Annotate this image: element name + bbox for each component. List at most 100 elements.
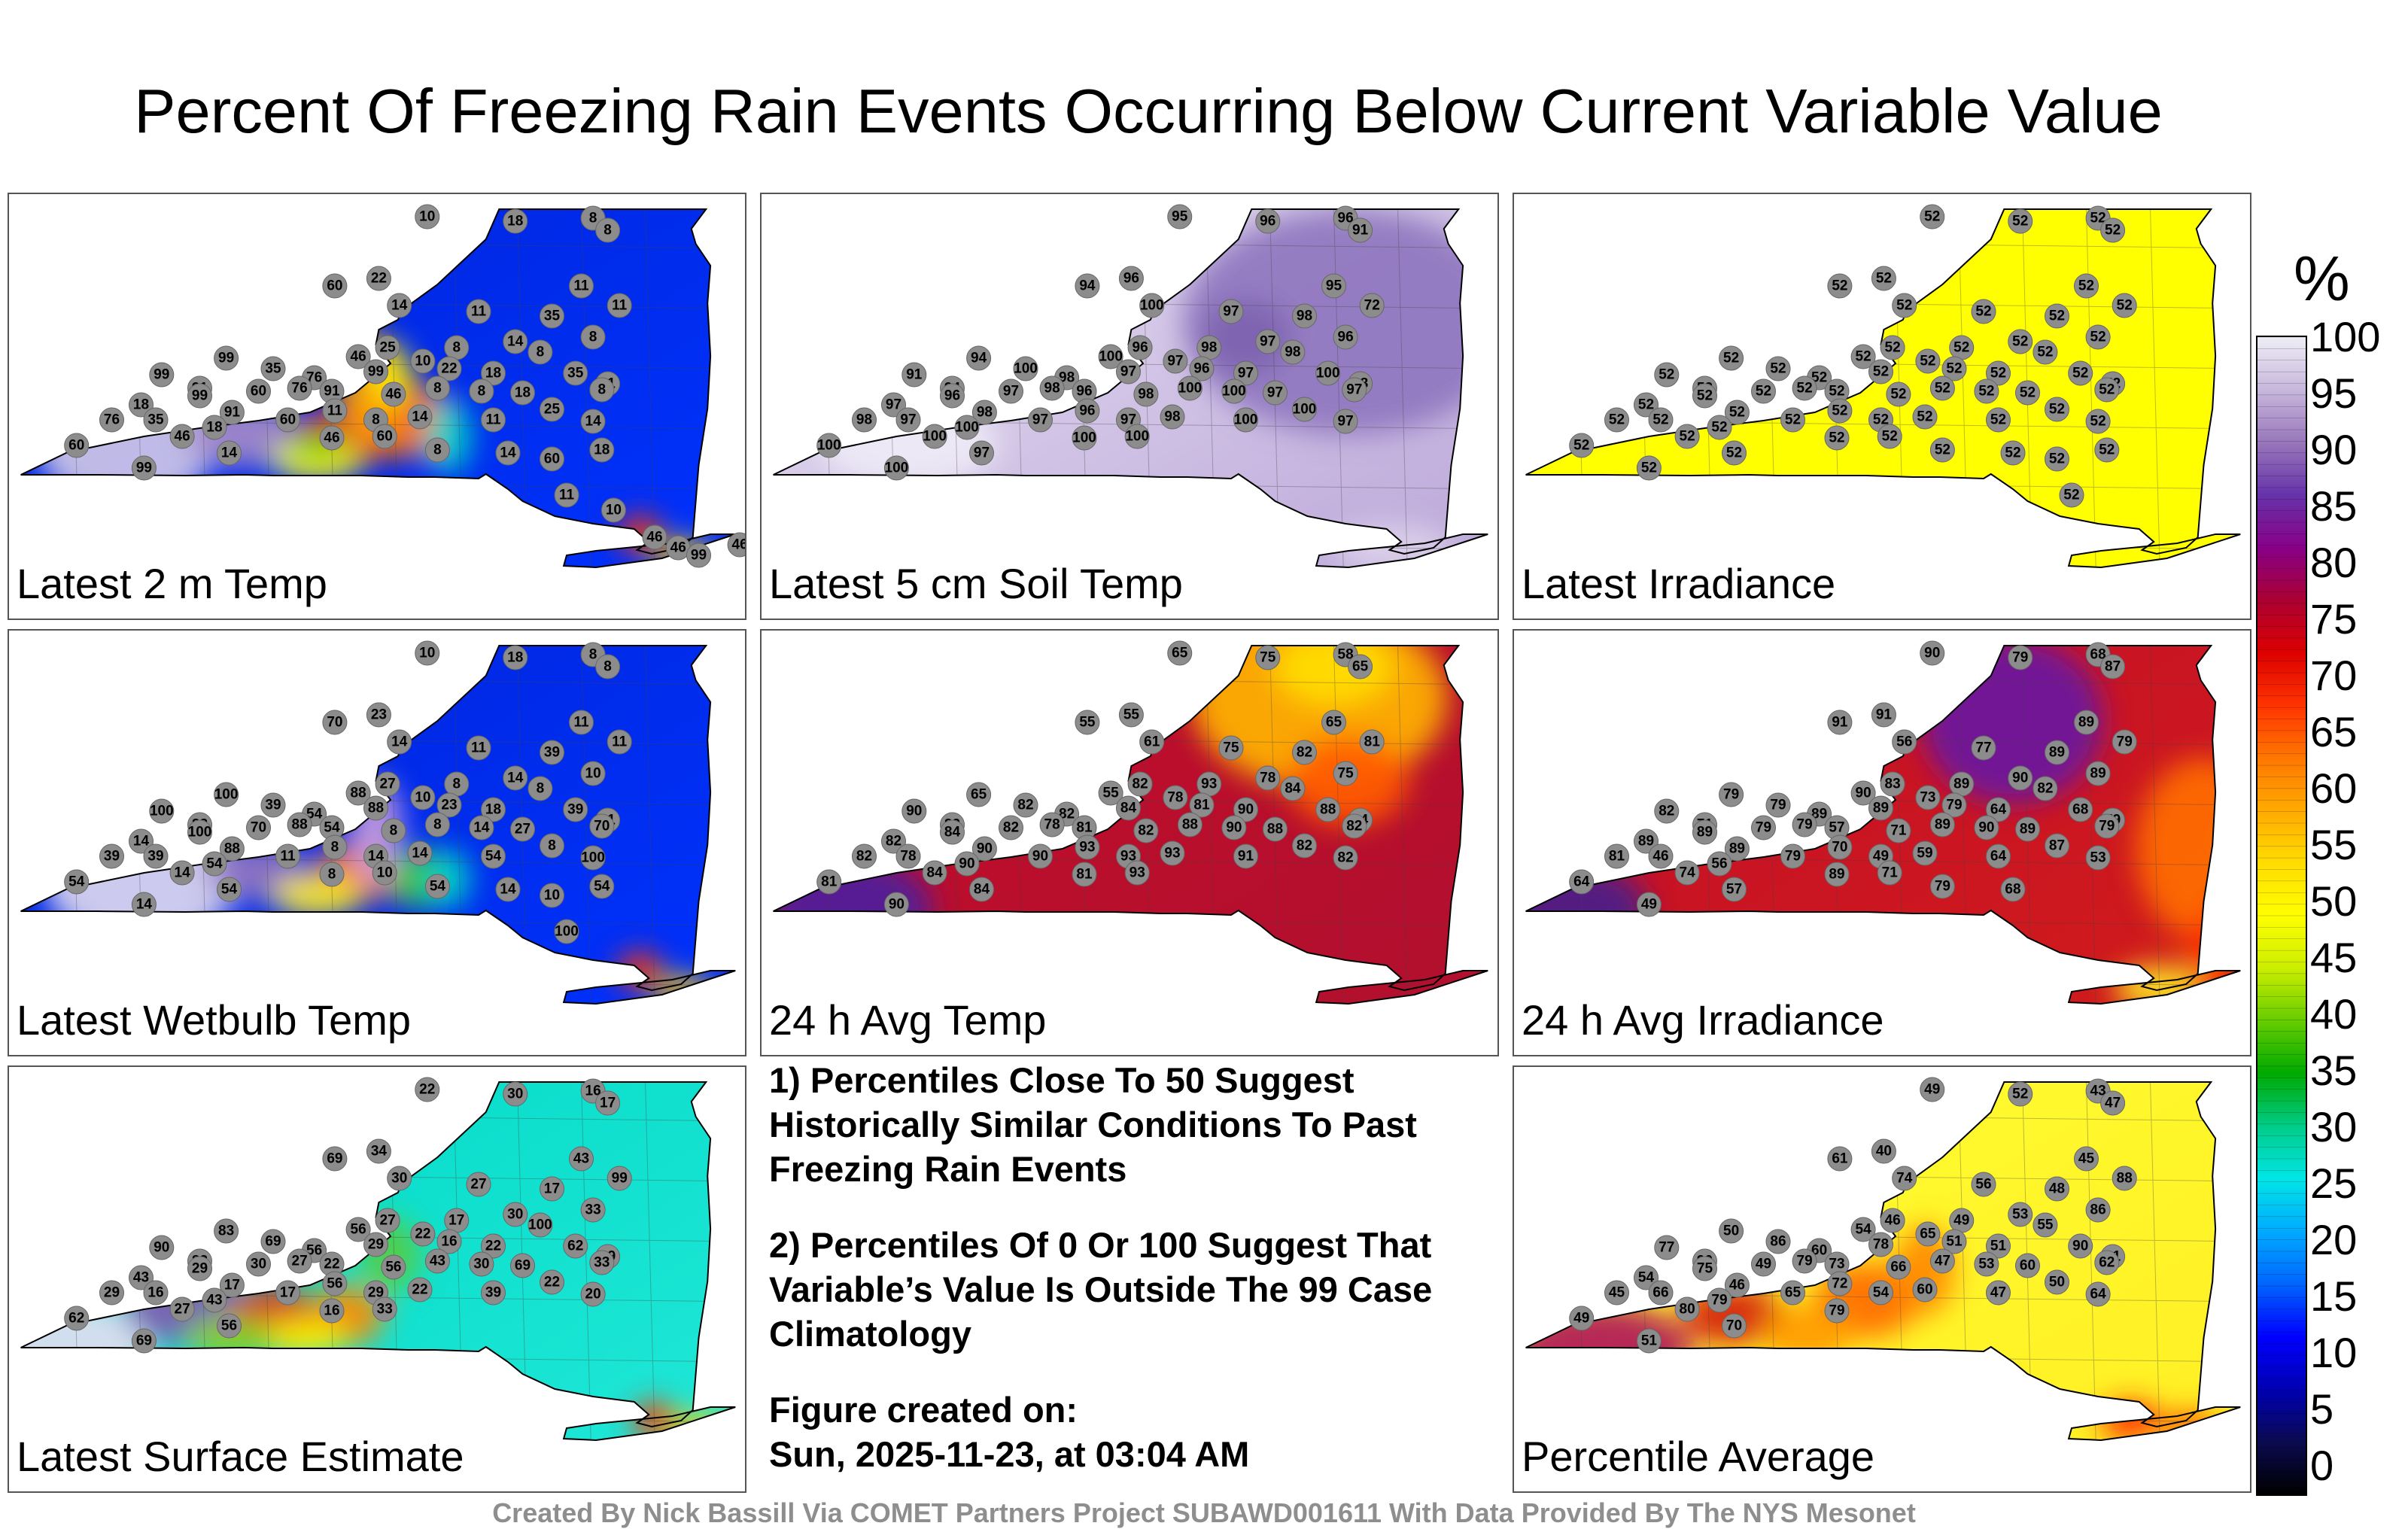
station-marker: 46	[727, 532, 745, 558]
station-value: 79	[1935, 879, 1950, 895]
station-marker: 89	[1949, 771, 1975, 797]
station-marker: 99	[214, 345, 239, 371]
station-value: 82	[856, 849, 872, 865]
station-value: 81	[821, 874, 838, 890]
station-marker: 52	[1765, 356, 1791, 381]
station-value: 52	[1953, 340, 1969, 356]
station-value: 35	[147, 412, 164, 428]
station-marker: 47	[1986, 1280, 2011, 1306]
station-marker: 10	[540, 883, 564, 908]
station-marker: 11	[275, 843, 300, 869]
station-marker: 70	[322, 710, 348, 735]
colorbar-tick-label: 30	[2310, 1103, 2358, 1150]
station-marker: 43	[129, 1265, 154, 1290]
state-outline	[1525, 208, 2217, 555]
station-marker: 90	[2068, 1233, 2093, 1259]
state-outline	[773, 645, 1464, 992]
station-marker: 98	[1160, 404, 1185, 430]
colorbar-tick-label: 45	[2310, 934, 2358, 981]
station-value: 27	[380, 1213, 396, 1229]
station-value: 20	[585, 1287, 601, 1302]
station-value: 99	[192, 388, 208, 404]
station-marker: 52	[2068, 360, 2093, 386]
station-value: 84	[944, 825, 961, 840]
station-value: 82	[1138, 823, 1154, 839]
station-marker: 96	[1127, 335, 1153, 360]
panel-24h-avg-irradiance: 9079688791915677898979908389908979827179…	[1513, 629, 2251, 1056]
station-value: 90	[1238, 802, 1254, 818]
station-value: 56	[385, 1260, 401, 1275]
station-marker: 99	[686, 543, 711, 568]
station-marker: 39	[563, 797, 588, 822]
station-value: 60	[2020, 1258, 2036, 1274]
station-marker: 82	[881, 828, 906, 854]
colorbar-tick-label: 55	[2310, 821, 2358, 868]
station-marker: 52	[1634, 392, 1659, 418]
station-value: 52	[1873, 412, 1889, 428]
station-value: 18	[507, 214, 523, 229]
station-marker: 79	[2112, 729, 2137, 755]
station-value: 96	[1338, 211, 1354, 226]
station-value: 52	[1829, 384, 1844, 400]
station-marker: 52	[2094, 377, 2120, 403]
station-value: 14	[585, 414, 602, 430]
station-marker: 35	[563, 360, 588, 386]
station-value: 34	[371, 1144, 388, 1160]
station-marker: 65	[1780, 1280, 1805, 1306]
station-value: 100	[955, 420, 979, 436]
station-marker: 43	[569, 1146, 594, 1172]
station-marker: 65	[966, 782, 992, 807]
station-value: 56	[221, 1318, 237, 1334]
station-value: 75	[1223, 740, 1239, 756]
station-marker: 56	[1971, 1172, 1996, 1197]
station-marker: 96	[1075, 398, 1100, 424]
station-marker: 70	[246, 815, 271, 840]
station-value: 99	[612, 1171, 628, 1187]
station-value: 52	[2072, 366, 2088, 381]
station-marker: 17	[275, 1280, 300, 1306]
station-marker: 20	[580, 1281, 606, 1307]
station-value: 79	[1797, 817, 1813, 833]
map-fill	[20, 646, 736, 1004]
station-value: 91	[1352, 223, 1369, 239]
station-value: 70	[594, 819, 610, 834]
station-marker: 75	[1692, 1256, 1717, 1281]
panel-24h-avg-temp: 65 75 58 65 55 55 61 75 82 65 65 55 82 93 78 75 81 90 82 82…	[760, 629, 1499, 1056]
station-value: 18	[507, 650, 523, 666]
station-marker: 60	[322, 273, 348, 299]
station-value: 52	[1873, 364, 1889, 380]
station-marker: 55	[1075, 710, 1100, 735]
station-value: 87	[2049, 838, 2065, 854]
station-value: 8	[328, 867, 336, 883]
station-value: 98	[1201, 340, 1217, 356]
station-markers: 9596969194961009798959410096989796729194…	[816, 204, 1385, 481]
panel-label: 24 h Avg Temp	[769, 996, 1047, 1044]
station-marker: 52	[1654, 362, 1680, 388]
station-marker: 79	[1719, 782, 1744, 807]
station-value: 56	[327, 1276, 342, 1292]
station-value: 88	[224, 841, 240, 857]
station-marker: 10	[410, 348, 436, 374]
station-marker: 52	[2033, 339, 2058, 365]
map: 9596969194961009798959410096989796729194…	[773, 204, 1488, 569]
station-marker: 96	[1189, 356, 1215, 381]
station-value: 11	[573, 715, 589, 731]
station-marker: 60	[275, 407, 300, 433]
station-marker: 56	[381, 1254, 406, 1280]
station-value: 88	[368, 801, 384, 816]
station-value: 14	[412, 846, 428, 862]
station-value: 22	[441, 361, 457, 377]
station-value: 27	[515, 822, 531, 837]
station-marker: 52	[1941, 356, 1967, 381]
station-value: 52	[1829, 430, 1844, 446]
station-marker: 25	[375, 335, 400, 360]
station-marker: 90	[2008, 765, 2033, 791]
station-value: 93	[1120, 849, 1136, 865]
station-marker: 18	[589, 437, 615, 463]
station-marker: 79	[2094, 813, 2120, 839]
station-value: 57	[1829, 820, 1844, 836]
station-marker: 60	[246, 378, 271, 404]
station-marker: 97	[969, 440, 994, 466]
station-marker: 89	[2015, 816, 2040, 842]
